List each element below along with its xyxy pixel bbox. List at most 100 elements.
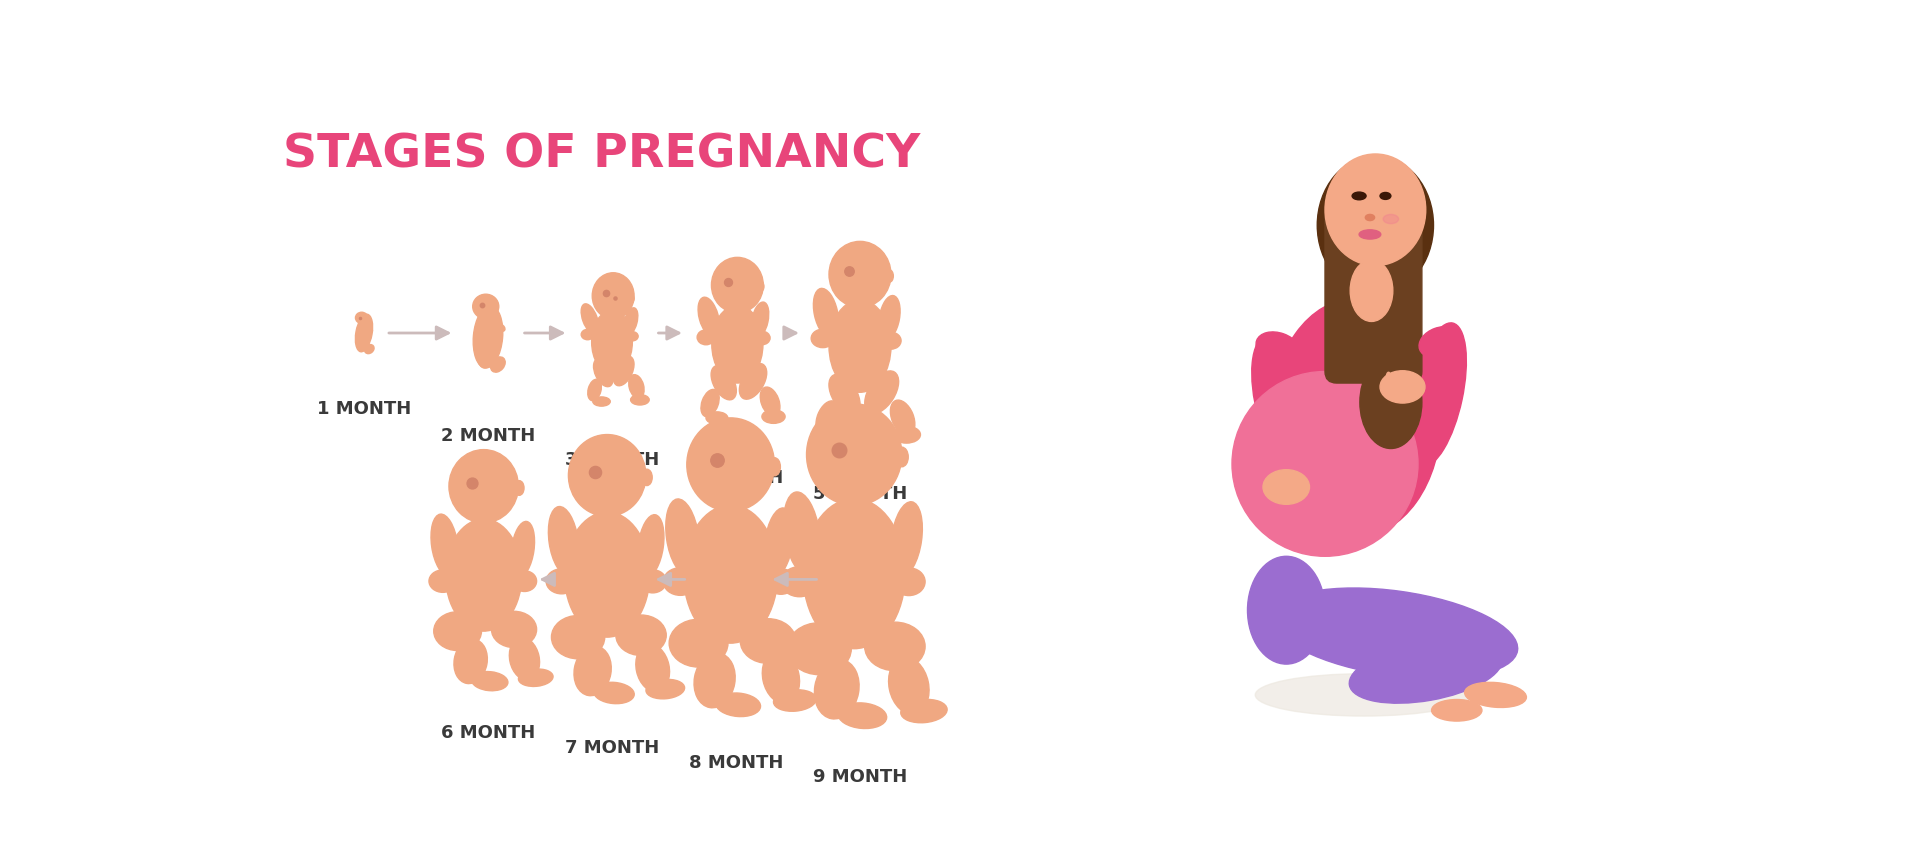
Ellipse shape	[837, 480, 870, 513]
Ellipse shape	[766, 569, 797, 594]
Ellipse shape	[760, 387, 780, 416]
Ellipse shape	[624, 308, 637, 336]
Ellipse shape	[1380, 192, 1390, 200]
Ellipse shape	[616, 615, 666, 655]
Ellipse shape	[1386, 372, 1390, 383]
Text: 5 MONTH: 5 MONTH	[812, 485, 906, 503]
Ellipse shape	[478, 355, 490, 368]
Ellipse shape	[472, 505, 495, 530]
Ellipse shape	[716, 693, 760, 717]
Ellipse shape	[1419, 326, 1461, 358]
Text: 8 MONTH: 8 MONTH	[689, 754, 783, 772]
Ellipse shape	[806, 404, 902, 506]
Ellipse shape	[755, 332, 770, 345]
Ellipse shape	[545, 569, 578, 594]
Ellipse shape	[628, 295, 634, 303]
Ellipse shape	[1325, 154, 1427, 266]
Ellipse shape	[492, 357, 505, 372]
Ellipse shape	[829, 300, 891, 393]
Ellipse shape	[1409, 323, 1467, 467]
Ellipse shape	[1392, 372, 1398, 383]
Ellipse shape	[756, 281, 764, 292]
Text: 1 MONTH: 1 MONTH	[317, 400, 411, 417]
Ellipse shape	[891, 502, 922, 576]
Ellipse shape	[639, 570, 666, 593]
Ellipse shape	[893, 426, 920, 443]
Ellipse shape	[810, 329, 835, 348]
Ellipse shape	[783, 492, 820, 575]
Ellipse shape	[814, 288, 839, 337]
Ellipse shape	[829, 374, 860, 415]
Ellipse shape	[628, 375, 643, 399]
Ellipse shape	[493, 323, 505, 332]
Ellipse shape	[430, 514, 459, 575]
Ellipse shape	[864, 622, 925, 671]
Ellipse shape	[803, 499, 906, 649]
Text: 3 MONTH: 3 MONTH	[564, 450, 659, 469]
Ellipse shape	[712, 305, 762, 383]
Ellipse shape	[434, 612, 482, 650]
Ellipse shape	[1327, 156, 1425, 264]
Ellipse shape	[453, 639, 488, 683]
Text: 4 MONTH: 4 MONTH	[689, 469, 783, 487]
Ellipse shape	[630, 394, 649, 405]
Ellipse shape	[751, 302, 768, 338]
Ellipse shape	[774, 690, 816, 711]
Ellipse shape	[626, 332, 637, 341]
Ellipse shape	[829, 241, 891, 308]
Circle shape	[1233, 371, 1419, 556]
Ellipse shape	[1256, 674, 1473, 716]
Ellipse shape	[518, 669, 553, 687]
Ellipse shape	[636, 644, 670, 692]
Ellipse shape	[511, 521, 534, 577]
Ellipse shape	[1432, 700, 1482, 721]
Ellipse shape	[428, 570, 457, 592]
Ellipse shape	[684, 505, 778, 643]
Ellipse shape	[641, 469, 653, 485]
Ellipse shape	[781, 567, 818, 597]
Ellipse shape	[355, 314, 372, 352]
Ellipse shape	[1252, 335, 1321, 484]
Ellipse shape	[549, 507, 578, 575]
Ellipse shape	[762, 651, 799, 704]
Ellipse shape	[509, 638, 540, 680]
Ellipse shape	[1365, 214, 1375, 221]
Ellipse shape	[568, 434, 645, 516]
Ellipse shape	[564, 512, 649, 638]
Ellipse shape	[582, 329, 593, 340]
Ellipse shape	[816, 401, 839, 434]
Ellipse shape	[588, 379, 601, 400]
Ellipse shape	[864, 371, 899, 414]
Ellipse shape	[666, 499, 699, 575]
Ellipse shape	[739, 364, 766, 400]
Ellipse shape	[593, 683, 634, 704]
Ellipse shape	[645, 679, 685, 699]
Text: STAGES OF PREGNANCY: STAGES OF PREGNANCY	[282, 133, 920, 178]
Ellipse shape	[449, 450, 518, 523]
Ellipse shape	[687, 418, 774, 512]
FancyBboxPatch shape	[1325, 206, 1423, 383]
Ellipse shape	[593, 359, 612, 387]
Text: 2 MONTH: 2 MONTH	[442, 428, 536, 445]
Ellipse shape	[893, 568, 925, 596]
Ellipse shape	[762, 410, 785, 423]
Ellipse shape	[662, 568, 697, 595]
Ellipse shape	[1263, 470, 1309, 504]
Ellipse shape	[701, 389, 720, 416]
Ellipse shape	[574, 646, 611, 695]
Ellipse shape	[515, 480, 524, 496]
Ellipse shape	[814, 660, 858, 719]
Ellipse shape	[895, 447, 908, 467]
Ellipse shape	[879, 296, 900, 340]
Ellipse shape	[1359, 230, 1380, 239]
Ellipse shape	[787, 623, 851, 675]
Ellipse shape	[551, 615, 605, 659]
Ellipse shape	[1256, 332, 1302, 365]
Ellipse shape	[1317, 156, 1434, 294]
Ellipse shape	[881, 332, 900, 349]
Ellipse shape	[824, 428, 851, 444]
Text: 7 MONTH: 7 MONTH	[564, 740, 659, 757]
Ellipse shape	[1359, 356, 1423, 449]
Ellipse shape	[707, 412, 728, 424]
Ellipse shape	[367, 328, 372, 332]
